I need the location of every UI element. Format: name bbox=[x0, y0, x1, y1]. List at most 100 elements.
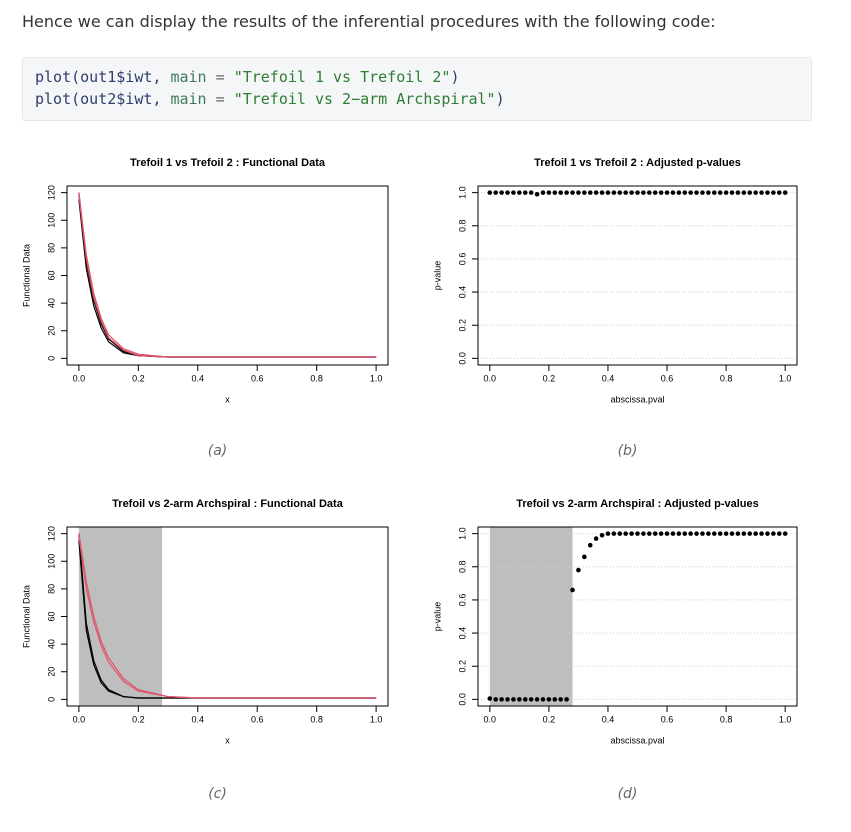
plot-frame bbox=[477, 526, 798, 707]
data-point bbox=[629, 531, 634, 536]
x-tick-label: 0.6 bbox=[661, 373, 674, 383]
data-point bbox=[776, 531, 782, 536]
chart-title: Trefoil vs 2-arm Archspiral : Adjusted p… bbox=[516, 498, 758, 510]
data-point bbox=[729, 531, 735, 536]
caption: (c) bbox=[208, 786, 227, 802]
y-tick-label: 40 bbox=[46, 639, 56, 649]
data-point bbox=[741, 190, 747, 195]
data-point bbox=[511, 190, 516, 195]
data-point bbox=[771, 190, 776, 195]
data-point bbox=[717, 190, 723, 195]
y-tick-label: 0.2 bbox=[457, 660, 467, 673]
data-point bbox=[582, 554, 587, 560]
x-tick-label: 0.4 bbox=[192, 373, 205, 383]
data-point bbox=[493, 697, 499, 702]
data-point bbox=[564, 697, 569, 702]
y-tick-label: 0 bbox=[46, 356, 56, 361]
y-tick-label: 60 bbox=[46, 270, 56, 280]
x-tick-label: 0.2 bbox=[543, 373, 556, 383]
data-point bbox=[782, 190, 788, 195]
data-point bbox=[546, 697, 552, 702]
x-tick-label: 0.2 bbox=[132, 373, 145, 383]
data-point bbox=[570, 190, 575, 195]
data-point bbox=[711, 531, 717, 536]
data-line bbox=[78, 536, 377, 699]
data-point bbox=[782, 531, 788, 536]
significance-shade bbox=[489, 527, 573, 706]
x-axis-label: abscissa.pval bbox=[610, 394, 664, 404]
x-tick-label: 0.2 bbox=[132, 714, 145, 724]
data-point bbox=[735, 531, 741, 536]
x-axis-label: x bbox=[225, 394, 230, 404]
x-tick-label: 0.6 bbox=[661, 714, 674, 724]
x-tick-label: 0.4 bbox=[192, 714, 205, 724]
data-point bbox=[546, 190, 552, 195]
y-tick-label: 1.0 bbox=[457, 186, 467, 199]
y-tick-label: 80 bbox=[46, 584, 56, 594]
data-point bbox=[747, 531, 753, 536]
data-point bbox=[534, 697, 540, 702]
data-line bbox=[78, 192, 377, 358]
chart-title: Trefoil vs 2-arm Archspiral : Functional… bbox=[112, 498, 344, 510]
data-point bbox=[534, 191, 540, 197]
data-point bbox=[765, 190, 770, 195]
x-tick-label: 0.4 bbox=[602, 714, 615, 724]
data-point bbox=[741, 531, 747, 536]
data-point bbox=[605, 531, 611, 536]
plot-frame bbox=[477, 185, 798, 366]
code-line: plot(out2$iwt, main = "Trefoil vs 2−arm … bbox=[35, 88, 811, 110]
data-point bbox=[576, 190, 581, 195]
data-point bbox=[723, 531, 729, 536]
y-axis-label: p-value bbox=[432, 602, 442, 632]
x-tick-label: 1.0 bbox=[370, 714, 383, 724]
data-point bbox=[717, 531, 723, 536]
intro-text: Hence we can display the results of the … bbox=[22, 12, 716, 31]
data-point bbox=[558, 697, 564, 702]
x-tick-label: 0.8 bbox=[310, 373, 323, 383]
data-point bbox=[635, 531, 640, 536]
data-point bbox=[753, 190, 758, 195]
data-point bbox=[759, 531, 764, 536]
data-point bbox=[540, 190, 546, 195]
data-point bbox=[682, 531, 688, 536]
data-point bbox=[676, 190, 682, 195]
code-token: plot(out1$iwt, bbox=[35, 68, 171, 86]
x-axis-label: x bbox=[225, 735, 230, 745]
x-axis-label: abscissa.pval bbox=[610, 735, 664, 745]
data-point bbox=[765, 531, 770, 536]
y-tick-label: 0.8 bbox=[457, 220, 467, 233]
x-tick-label: 0.4 bbox=[602, 373, 615, 383]
code-token: "Trefoil 1 vs Trefoil 2" bbox=[233, 68, 451, 86]
data-point bbox=[487, 190, 493, 195]
y-tick-label: 20 bbox=[46, 326, 56, 336]
data-point bbox=[593, 190, 599, 195]
y-tick-label: 80 bbox=[46, 243, 56, 253]
data-point bbox=[522, 190, 528, 195]
data-point bbox=[528, 697, 534, 702]
data-point bbox=[706, 190, 711, 195]
code-token: = bbox=[206, 68, 234, 86]
y-tick-label: 0.4 bbox=[457, 286, 467, 299]
y-tick-label: 120 bbox=[46, 185, 56, 200]
data-point bbox=[540, 697, 546, 702]
y-tick-label: 0.8 bbox=[457, 561, 467, 574]
data-point bbox=[776, 190, 782, 195]
y-tick-label: 0.0 bbox=[457, 352, 467, 365]
code-token: plot(out2$iwt, bbox=[35, 90, 171, 108]
y-tick-label: 0 bbox=[46, 697, 56, 702]
caption: (b) bbox=[618, 443, 638, 459]
code-token: ) bbox=[450, 68, 460, 86]
x-tick-label: 1.0 bbox=[779, 714, 792, 724]
data-point bbox=[493, 190, 499, 195]
y-tick-label: 40 bbox=[46, 298, 56, 308]
code-line: plot(out1$iwt, main = "Trefoil 1 vs Tref… bbox=[35, 66, 811, 88]
data-point bbox=[670, 190, 676, 195]
data-point bbox=[499, 697, 504, 702]
plot-frame bbox=[66, 185, 389, 366]
significance-shade bbox=[78, 527, 163, 706]
data-point bbox=[517, 190, 522, 195]
data-point bbox=[605, 190, 611, 195]
x-tick-label: 1.0 bbox=[779, 373, 792, 383]
data-point bbox=[759, 190, 764, 195]
